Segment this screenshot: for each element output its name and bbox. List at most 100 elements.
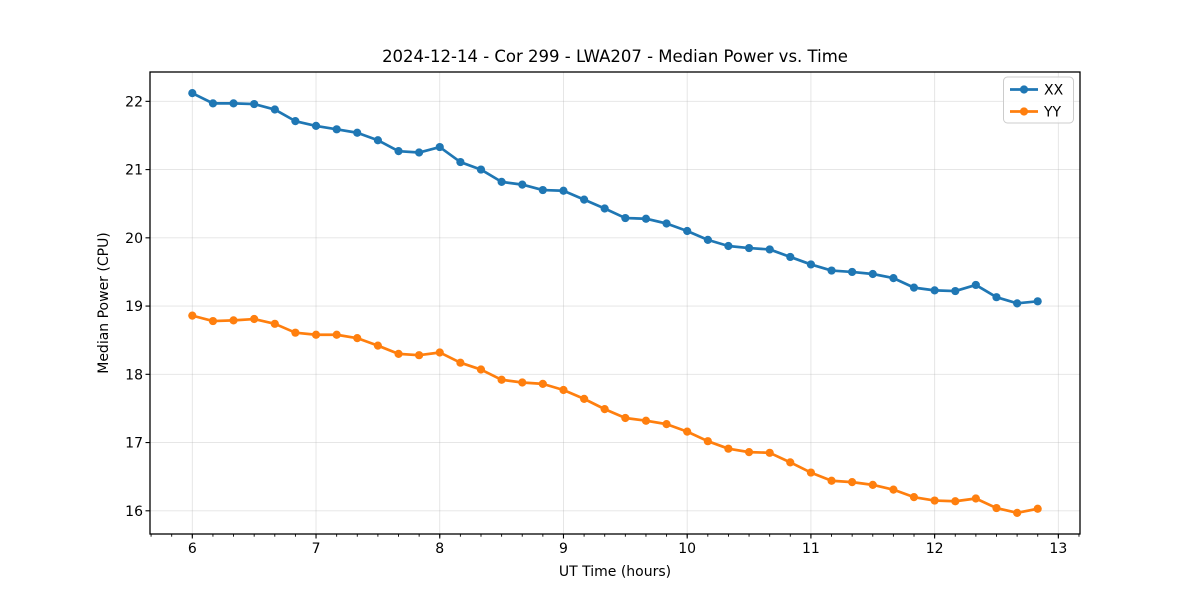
data-point-xx [559, 186, 568, 195]
grid-layer [150, 72, 1080, 534]
data-point-yy [250, 314, 259, 324]
data-point-yy [291, 328, 300, 337]
data-point-yy [188, 311, 197, 320]
data-point-xx [538, 185, 547, 195]
data-point-yy [332, 330, 341, 339]
data-point-xx [868, 269, 877, 279]
series-layer [188, 89, 1042, 517]
legend-label: XX [1044, 83, 1064, 99]
x-tick-label: 6 [188, 541, 197, 557]
data-point-yy [497, 375, 506, 384]
series-line-yy [190, 314, 1040, 515]
legend-item-xx: XX [1010, 83, 1064, 99]
data-point-yy [1033, 504, 1042, 513]
data-point-yy [930, 496, 939, 505]
data-point-yy [662, 420, 671, 429]
data-point-yy [229, 316, 238, 325]
data-point-xx [373, 136, 382, 145]
data-point-xx [909, 283, 919, 292]
data-point-yy [476, 365, 486, 374]
data-point-xx [930, 286, 939, 295]
data-point-xx [786, 252, 795, 262]
data-point-yy [559, 385, 568, 395]
data-point-yy [518, 378, 527, 387]
data-point-yy [889, 485, 898, 494]
x-tick-label: 13 [1049, 541, 1067, 557]
data-point-yy [600, 405, 609, 414]
y-tick-label: 20 [125, 231, 143, 247]
data-point-xx [1013, 299, 1022, 308]
data-point-xx [456, 157, 465, 167]
y-axis-label: Median Power (CPU) [96, 232, 112, 374]
y-tick-label: 19 [125, 299, 143, 315]
x-tick-label: 7 [312, 541, 321, 557]
data-point-yy [951, 497, 960, 506]
data-point-xx [848, 267, 857, 277]
data-point-xx [270, 105, 279, 114]
data-point-yy [538, 379, 547, 388]
data-point-xx [600, 204, 609, 213]
data-point-yy [868, 480, 877, 489]
data-point-xx [1033, 297, 1042, 306]
legend: XX YY [1003, 76, 1074, 124]
data-point-yy [208, 316, 218, 326]
y-tick-label: 18 [125, 367, 143, 383]
legend-item-yy: YY [1010, 105, 1062, 121]
data-point-yy [394, 349, 403, 358]
data-point-xx [414, 148, 424, 157]
data-point-yy [641, 416, 651, 425]
data-point-yy [373, 341, 382, 350]
data-point-yy [456, 358, 465, 367]
data-point-xx [435, 142, 444, 152]
data-point-xx [250, 99, 259, 109]
data-point-xx [951, 286, 960, 296]
data-point-yy [786, 458, 795, 467]
data-point-xx [353, 128, 362, 137]
data-point-yy [311, 330, 321, 339]
x-tick-label: 12 [926, 541, 944, 557]
data-point-xx [744, 243, 754, 253]
y-tick-label: 21 [125, 163, 143, 179]
data-point-yy [992, 503, 1001, 513]
data-point-xx [765, 245, 774, 254]
x-tick-label: 8 [435, 541, 444, 557]
y-tick-label: 17 [125, 436, 143, 452]
y-tick-label: 22 [125, 94, 143, 110]
data-point-xx [621, 213, 630, 223]
data-point-yy [414, 351, 424, 360]
data-point-xx [332, 125, 341, 134]
data-point-xx [580, 195, 589, 204]
data-point-yy [683, 427, 692, 436]
data-point-yy [1013, 508, 1022, 517]
data-point-xx [476, 165, 486, 174]
data-point-xx [683, 226, 692, 236]
legend-marker [1019, 85, 1029, 94]
legend-marker [1019, 107, 1029, 116]
data-point-yy [848, 478, 857, 487]
data-point-xx [889, 273, 898, 283]
x-axis-label: UT Time (hours) [559, 564, 671, 580]
data-point-yy [724, 444, 733, 453]
data-point-xx [827, 266, 836, 275]
data-point-yy [703, 437, 712, 446]
data-point-xx [291, 117, 300, 126]
data-point-xx [724, 241, 733, 251]
data-point-xx [229, 99, 238, 108]
data-point-yy [621, 413, 630, 423]
data-point-xx [641, 214, 651, 223]
data-point-xx [806, 260, 816, 269]
x-tick-label: 10 [678, 541, 696, 557]
data-point-yy [765, 448, 774, 457]
data-point-xx [311, 121, 321, 131]
data-point-xx [992, 293, 1001, 302]
data-point-yy [909, 493, 919, 502]
legend-label: YY [1043, 105, 1062, 121]
data-point-xx [394, 147, 403, 156]
data-point-yy [353, 334, 362, 343]
data-point-yy [971, 494, 980, 503]
data-point-xx [662, 219, 671, 228]
data-point-xx [703, 235, 712, 244]
tick-layer: 6 7 8 9 10 11 12 13 16 17 18 19 20 21 22 [125, 94, 1080, 557]
